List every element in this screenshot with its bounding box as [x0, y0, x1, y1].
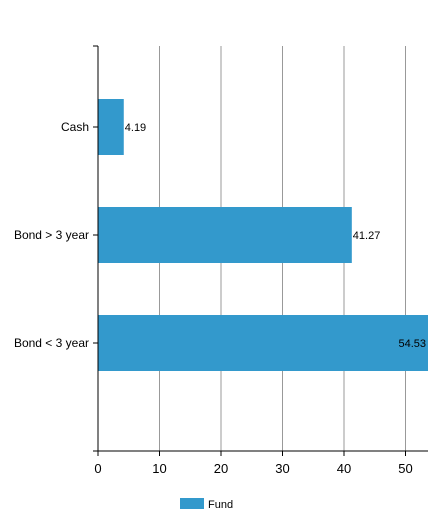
- bar-bond-3-year: [98, 207, 352, 263]
- x-tick-label: 40: [337, 461, 351, 476]
- legend-swatch-fund: [180, 498, 204, 509]
- bar-bond-3-year: [98, 315, 428, 371]
- x-tick-label: 10: [152, 461, 166, 476]
- value-label: 4.19: [125, 122, 146, 134]
- legend: Fund: [180, 498, 233, 511]
- legend-label-fund: Fund: [208, 499, 233, 511]
- bars: [98, 99, 428, 371]
- category-label: Cash: [61, 120, 89, 134]
- x-tick-label: 0: [94, 461, 101, 476]
- category-label: Bond < 3 year: [14, 336, 89, 350]
- category-label: Bond > 3 year: [14, 228, 89, 242]
- x-tick-label: 30: [275, 461, 289, 476]
- bar-cash: [98, 99, 124, 155]
- axes: [93, 45, 428, 456]
- labels: 0 10 20 30 40 50 Cash 4.19 Bond > 3 year 41.27 Bon…: [14, 120, 426, 476]
- value-label: 54.53: [398, 338, 426, 350]
- value-label: 41.27: [353, 230, 381, 242]
- x-tick-label: 50: [398, 461, 412, 476]
- x-tick-label: 20: [214, 461, 228, 476]
